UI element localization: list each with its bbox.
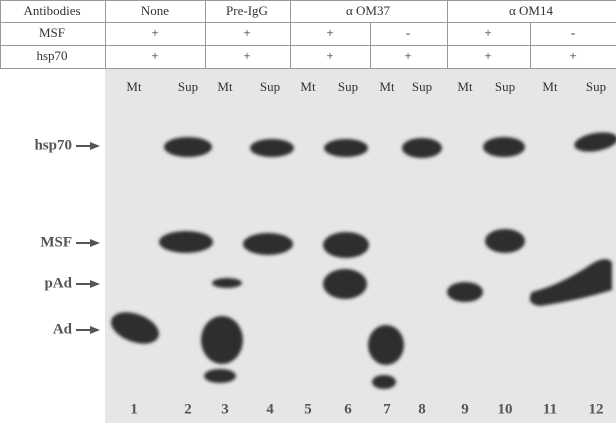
marker-label: Ad [53,321,73,337]
table-cell: hsp70 [36,48,67,63]
lane-number: 8 [418,401,426,417]
marker-label: hsp70 [34,137,72,153]
marker-arrowhead [90,239,100,247]
table-cell: + [326,48,333,63]
lane-label: Sup [338,79,358,94]
header-cell: None [141,3,169,18]
lane-number: 12 [589,401,604,417]
table-cell: + [243,25,250,40]
header-cell: Antibodies [23,3,80,18]
lane-label: Mt [379,79,395,94]
marker-arrowhead [90,280,100,288]
lane-number: 11 [543,401,557,417]
lane-label: Mt [457,79,473,94]
marker-arrowhead [90,142,100,150]
lane-label: Sup [412,79,432,94]
table-cell: + [243,48,250,63]
header-cell: Pre-IgG [226,3,268,18]
table-cell: + [151,48,158,63]
lane-label: Mt [126,79,142,94]
marker-label: pAd [44,275,72,291]
lane-label: Mt [300,79,316,94]
lane-label: Mt [217,79,233,94]
lane-number: 6 [344,401,352,417]
table-cell: + [326,25,333,40]
lane-number: 9 [461,401,469,417]
lane-number: 5 [304,401,312,417]
lane-label: Sup [178,79,198,94]
lane-label: Sup [495,79,515,94]
lane-number: 1 [130,401,138,417]
marker-label: MSF [40,234,72,250]
table-cell: - [571,25,575,40]
lane-label: Mt [542,79,558,94]
lane-number: 10 [498,401,513,417]
table-cell: + [484,25,491,40]
lane-number: 2 [184,401,192,417]
table-cell: - [406,25,410,40]
table-cell: + [151,25,158,40]
lane-number: 3 [221,401,229,417]
marker-arrowhead [90,326,100,334]
lane-label: Sup [586,79,606,94]
table-cell: + [569,48,576,63]
header-cell: α OM14 [509,3,554,18]
table-cell: + [484,48,491,63]
figure: Antibodies None Pre-IgG α OM37 α OM14 MSF + + + -… [0,0,616,423]
lane-number: 4 [266,401,274,417]
table-cell: MSF [39,25,65,40]
table-cell: + [404,48,411,63]
lane-number: 7 [383,401,391,417]
lane-label: Sup [260,79,280,94]
header-cell: α OM37 [346,3,391,18]
